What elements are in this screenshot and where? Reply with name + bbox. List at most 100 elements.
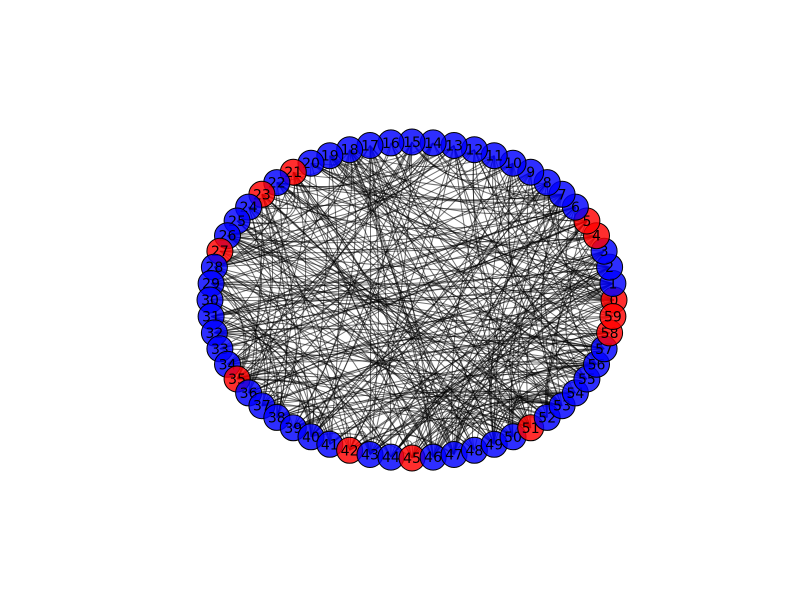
graph-edge bbox=[214, 162, 514, 334]
graph-edge bbox=[369, 145, 434, 458]
node-label: 14 bbox=[424, 136, 442, 152]
graph-edge bbox=[293, 394, 563, 429]
graph-edge bbox=[292, 171, 413, 459]
graph-edge bbox=[411, 392, 576, 459]
graph-edge bbox=[349, 149, 434, 458]
graph-edge bbox=[227, 316, 613, 365]
graph-node-45: 45 bbox=[398, 444, 426, 472]
graph-node-46: 46 bbox=[419, 443, 447, 471]
graph-edge bbox=[473, 194, 563, 451]
node-label: 13 bbox=[445, 139, 463, 155]
graph-edge bbox=[209, 163, 319, 301]
node-label: 6 bbox=[571, 200, 580, 216]
graph-edge bbox=[248, 299, 615, 394]
graph-edge bbox=[261, 193, 597, 243]
graph-edge bbox=[493, 155, 588, 380]
graph-edge bbox=[432, 266, 610, 458]
graph-edge bbox=[472, 149, 532, 429]
graph-edge bbox=[276, 182, 532, 429]
graph-edge bbox=[236, 335, 605, 380]
graph-edge bbox=[236, 340, 605, 380]
graph-edge bbox=[517, 206, 576, 428]
graph-node-15: 15 bbox=[398, 128, 426, 156]
node-label: 51 bbox=[522, 421, 540, 437]
node-label: 18 bbox=[341, 143, 359, 159]
graph-edge bbox=[214, 206, 576, 334]
node-label: 20 bbox=[302, 156, 320, 172]
graph-edge bbox=[453, 145, 605, 252]
graph-edge bbox=[214, 332, 413, 459]
graph-edge bbox=[411, 193, 563, 459]
graph-edge bbox=[453, 235, 597, 455]
graph-edge bbox=[432, 266, 610, 458]
node-label: 4 bbox=[592, 229, 601, 245]
node-label: 17 bbox=[361, 139, 379, 155]
graph-edge bbox=[310, 162, 563, 210]
graph-edge bbox=[237, 375, 531, 429]
graph-edge bbox=[310, 162, 615, 301]
graph-edge bbox=[432, 142, 605, 350]
node-label: 59 bbox=[604, 310, 622, 326]
graph-node-17: 17 bbox=[356, 132, 384, 159]
graph-edge bbox=[276, 332, 610, 418]
node-label: 49 bbox=[485, 437, 503, 453]
graph-edge bbox=[276, 182, 563, 201]
graph-node-42: 42 bbox=[336, 436, 364, 464]
graph-edge bbox=[211, 316, 597, 365]
node-label: 47 bbox=[445, 448, 463, 464]
node-label: 8 bbox=[543, 176, 552, 192]
graph-edge bbox=[261, 193, 532, 429]
graph-edge bbox=[219, 250, 495, 445]
graph-edge bbox=[540, 194, 563, 406]
graph-edge bbox=[349, 145, 455, 451]
graph-node-12: 12 bbox=[460, 136, 488, 164]
graph-edge bbox=[227, 235, 495, 445]
graph-edge bbox=[329, 155, 548, 189]
graph-edge bbox=[432, 142, 563, 200]
node-label: 12 bbox=[465, 143, 483, 159]
graph-edge bbox=[211, 235, 597, 317]
node-label: 3 bbox=[600, 244, 609, 260]
graph-edge bbox=[214, 193, 563, 268]
graph-edge bbox=[214, 332, 531, 429]
graph-edge bbox=[453, 392, 576, 455]
graph-edge bbox=[369, 299, 615, 455]
graph-edge bbox=[493, 155, 614, 284]
node-label: 43 bbox=[361, 448, 379, 464]
graph-edge bbox=[236, 372, 331, 445]
node-label: 5 bbox=[582, 214, 591, 230]
node-label: 10 bbox=[504, 156, 522, 172]
node-layer: 0123456789101112131415161718192021222324… bbox=[196, 128, 628, 472]
node-circle bbox=[599, 303, 627, 330]
graph-edge bbox=[261, 141, 413, 195]
graph-edge bbox=[545, 299, 615, 380]
graph-edge bbox=[209, 283, 613, 302]
graph-edge bbox=[261, 193, 455, 455]
graph-edge bbox=[512, 348, 605, 437]
graph-edge bbox=[236, 149, 475, 380]
graph-edge bbox=[493, 220, 588, 445]
graph-edge bbox=[471, 405, 548, 451]
graph-edge bbox=[390, 266, 610, 458]
graph-edge bbox=[227, 235, 287, 418]
node-label: 9 bbox=[526, 165, 535, 181]
node-label: 42 bbox=[341, 443, 359, 459]
graph-edge bbox=[210, 155, 495, 284]
graph-edge bbox=[349, 149, 615, 301]
node-label: 50 bbox=[504, 430, 522, 446]
node-label: 48 bbox=[465, 443, 483, 459]
graph-edge bbox=[211, 297, 615, 317]
graph-edge bbox=[369, 220, 588, 455]
node-label: 45 bbox=[403, 451, 421, 467]
graph-edge bbox=[507, 163, 576, 394]
node-label: 15 bbox=[403, 135, 421, 151]
graph-edge bbox=[261, 194, 312, 437]
graph-edge bbox=[493, 172, 532, 445]
graph-edge bbox=[236, 220, 548, 418]
node-label: 44 bbox=[382, 450, 400, 466]
node-label: 11 bbox=[485, 149, 503, 165]
graph-edge bbox=[493, 155, 610, 268]
graph-edge bbox=[544, 332, 610, 418]
node-label: 2 bbox=[605, 260, 614, 276]
